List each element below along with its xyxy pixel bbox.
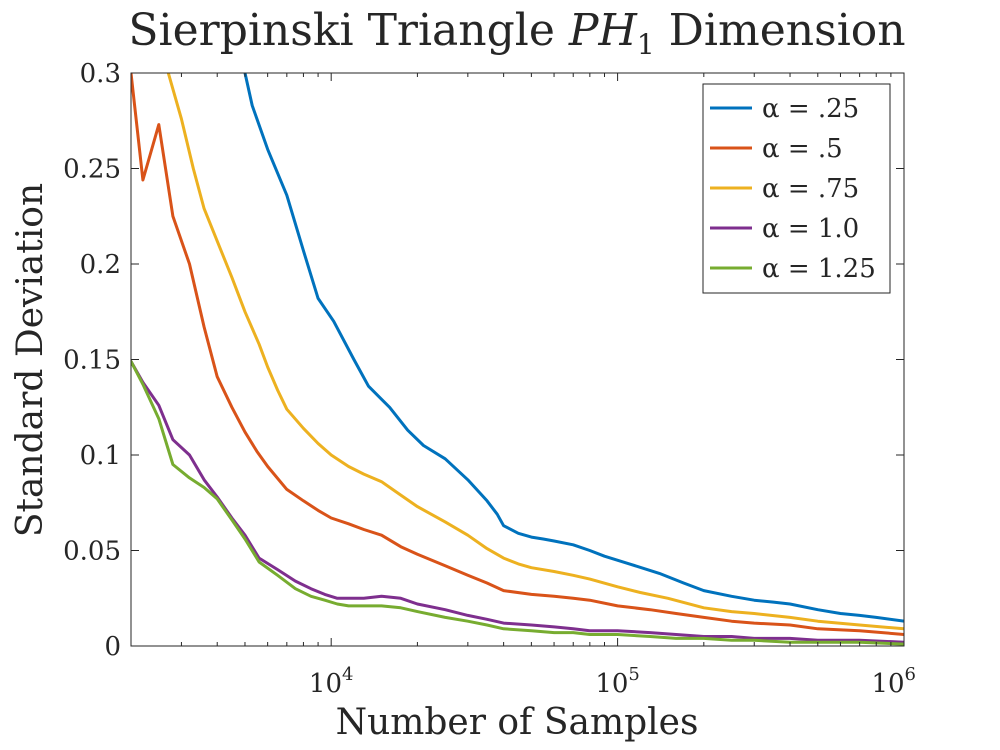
legend-label: α = 1.25 [762, 254, 876, 284]
series-line-5 [131, 359, 904, 646]
y-tick-label: 0.25 [63, 155, 121, 185]
legend: α = .25 α = .5 α = .75 α = 1.0 α = 1.25 [702, 83, 891, 294]
series-line-1 [243, 73, 904, 623]
x-axis-ticks: 104 105 106 [130, 73, 916, 699]
y-tick-label: 0.2 [80, 250, 121, 280]
legend-label: α = .5 [762, 134, 843, 164]
legend-label: α = 1.0 [762, 214, 859, 244]
x-axis-label: Number of Samples [336, 702, 699, 743]
y-tick-label: 0 [104, 632, 121, 662]
chart-title: Sierpinski Triangle PH1 Dimension [128, 5, 905, 61]
legend-label: α = .75 [762, 174, 859, 204]
legend-label: α = .25 [762, 94, 859, 124]
x-tick-label: 104 [309, 664, 354, 699]
x-tick-label: 106 [871, 664, 916, 699]
y-tick-label: 0.3 [80, 59, 121, 89]
y-axis-ticks: 0 0.05 0.1 0.15 0.2 0.25 0.3 [63, 59, 904, 662]
y-tick-label: 0.15 [63, 346, 121, 376]
y-axis-label: Standard Deviation [10, 183, 51, 537]
series-line-3 [166, 73, 904, 631]
x-tick-label: 105 [595, 664, 640, 699]
series-line-2 [131, 73, 904, 636]
y-tick-label: 0.05 [63, 537, 121, 567]
y-tick-label: 0.1 [80, 441, 121, 471]
series-layer [131, 73, 904, 646]
